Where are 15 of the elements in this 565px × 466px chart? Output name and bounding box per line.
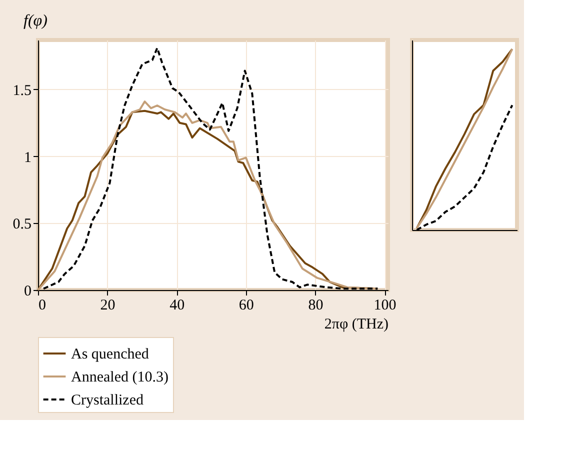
x-tick-label: 60	[238, 298, 254, 314]
x-tick-label: 0	[38, 298, 46, 314]
y-tick-label: 1	[24, 150, 32, 166]
y-tick-label: 0.5	[12, 216, 32, 233]
legend-label: Crystallized	[71, 392, 144, 408]
x-tick-label: 20	[100, 298, 116, 314]
y-tick-label: 1.5	[12, 82, 32, 99]
y-tick-label: 0	[24, 284, 32, 300]
legend-label: Annealed (10.3)	[71, 370, 168, 386]
x-tick-label: 100	[374, 298, 396, 314]
y-axis-title: f(φ)	[24, 12, 48, 30]
legend-label: As quenched	[71, 346, 150, 362]
x-tick-label: 80	[308, 298, 324, 314]
x-axis-title: 2πφ (THz)	[324, 316, 389, 332]
x-tick-label: 40	[170, 298, 185, 314]
